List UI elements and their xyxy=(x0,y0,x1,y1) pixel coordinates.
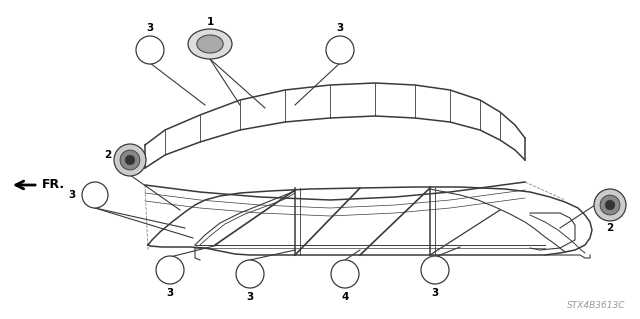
Circle shape xyxy=(120,150,140,170)
Circle shape xyxy=(605,200,615,210)
Text: 3: 3 xyxy=(337,23,344,33)
Circle shape xyxy=(156,256,184,284)
Text: 3: 3 xyxy=(166,288,173,298)
Circle shape xyxy=(331,260,359,288)
Circle shape xyxy=(600,195,620,215)
Circle shape xyxy=(594,189,626,221)
Text: 3: 3 xyxy=(147,23,154,33)
Circle shape xyxy=(421,256,449,284)
Circle shape xyxy=(82,182,108,208)
Text: 4: 4 xyxy=(341,292,349,302)
Circle shape xyxy=(326,36,354,64)
Circle shape xyxy=(236,260,264,288)
Circle shape xyxy=(136,36,164,64)
Text: 3: 3 xyxy=(246,292,253,302)
Circle shape xyxy=(125,155,135,165)
Text: 3: 3 xyxy=(431,288,438,298)
Text: 2: 2 xyxy=(104,150,111,160)
Text: 3: 3 xyxy=(68,190,76,200)
Text: FR.: FR. xyxy=(42,179,65,191)
Circle shape xyxy=(114,144,146,176)
Text: 1: 1 xyxy=(206,17,214,27)
Text: STX4B3613C: STX4B3613C xyxy=(566,301,625,310)
Ellipse shape xyxy=(188,29,232,59)
Text: 2: 2 xyxy=(606,223,614,233)
Ellipse shape xyxy=(197,35,223,53)
